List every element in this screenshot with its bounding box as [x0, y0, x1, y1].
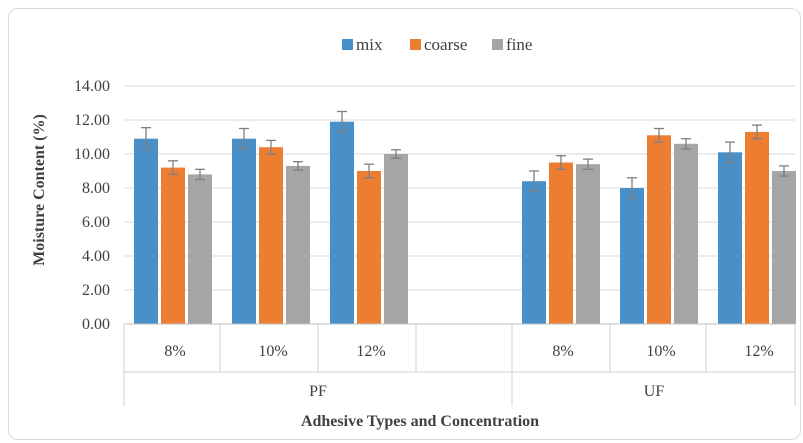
legend-swatch-fine: [492, 39, 503, 50]
bar-mix: [232, 138, 256, 324]
bar-fine: [576, 164, 600, 324]
y-tick-label: 8.00: [82, 180, 110, 197]
y-tick-label: 0.00: [82, 316, 110, 333]
x-tick-label: 8%: [552, 343, 573, 360]
y-tick-label: 10.00: [74, 146, 110, 163]
legend-swatch-coarse: [410, 39, 421, 50]
bar-mix: [718, 152, 742, 324]
bar-coarse: [357, 171, 381, 324]
bar-coarse: [647, 135, 671, 324]
bar-coarse: [259, 147, 283, 324]
x-tick-label: 10%: [258, 343, 287, 360]
x-axis-title: Adhesive Types and Concentration: [301, 413, 539, 430]
bar-coarse: [745, 131, 769, 324]
bar-fine: [772, 171, 796, 324]
group-label: PF: [309, 383, 327, 400]
y-tick-label: 2.00: [82, 282, 110, 299]
bar-fine: [188, 174, 212, 324]
x-tick-label: 12%: [744, 343, 773, 360]
bar-mix: [522, 181, 546, 324]
y-tick-label: 14.00: [74, 78, 110, 95]
bar-fine: [286, 165, 310, 324]
legend-label-fine: fine: [506, 35, 532, 54]
y-tick-label: 4.00: [82, 248, 110, 265]
bar-coarse: [549, 162, 573, 324]
bar-fine: [674, 143, 698, 324]
y-tick-label: 12.00: [74, 112, 110, 129]
legend-swatch-mix: [342, 39, 353, 50]
bar-mix: [330, 121, 354, 324]
bar-mix: [134, 138, 158, 324]
legend-label-coarse: coarse: [424, 35, 467, 54]
group-label: UF: [644, 383, 665, 400]
y-axis-title: Moisture Content (%): [31, 114, 48, 266]
y-tick-label: 6.00: [82, 214, 110, 231]
bar-mix: [620, 188, 644, 324]
bar-fine: [384, 154, 408, 324]
x-tick-label: 8%: [164, 343, 185, 360]
x-tick-label: 12%: [356, 343, 385, 360]
x-tick-label: 10%: [646, 343, 675, 360]
bar-coarse: [161, 167, 185, 324]
legend-label-mix: mix: [356, 35, 383, 54]
